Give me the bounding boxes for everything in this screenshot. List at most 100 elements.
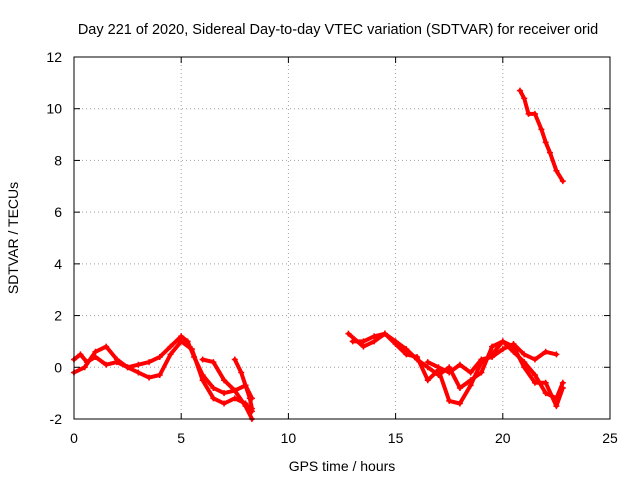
data-point [135, 361, 142, 368]
data-point [542, 390, 549, 397]
data-point [489, 343, 496, 350]
data-point [210, 395, 217, 402]
data-point [553, 167, 560, 174]
data-point [124, 364, 131, 371]
data-point [446, 364, 453, 371]
data-point [559, 379, 566, 386]
data-point [538, 126, 545, 133]
data-point [456, 400, 463, 407]
x-tick-label: 25 [602, 430, 618, 446]
data-point [381, 330, 388, 337]
data-point [360, 343, 367, 350]
data-point [553, 351, 560, 358]
x-tick-label: 0 [70, 430, 78, 446]
series-arc-2c [424, 341, 560, 376]
data-point [478, 369, 485, 376]
data-point [113, 356, 120, 363]
data-point [178, 333, 185, 340]
y-tick-label: 4 [54, 256, 62, 272]
data-point [81, 364, 88, 371]
data-point [92, 348, 99, 355]
data-point [221, 400, 228, 407]
y-tick-label: 0 [54, 359, 62, 375]
y-tick-label: 8 [54, 152, 62, 168]
y-tick-label: 12 [46, 49, 62, 65]
data-point [499, 338, 506, 345]
y-tick-label: 2 [54, 308, 62, 324]
data-point [424, 377, 431, 384]
data-point [531, 356, 538, 363]
plot-frame [73, 56, 611, 420]
data-point [456, 361, 463, 368]
data-point [345, 330, 352, 337]
data-point [221, 390, 228, 397]
data-point [242, 382, 249, 389]
data-point [246, 395, 253, 402]
data-point [499, 346, 506, 353]
series-arc-1b [71, 338, 255, 415]
y-tick-label: 10 [46, 101, 62, 117]
data-point [221, 377, 228, 384]
data-point [403, 346, 410, 353]
series-arc-3 [516, 87, 566, 185]
x-tick-label: 10 [281, 430, 297, 446]
data-point [525, 110, 532, 117]
data-point [559, 178, 566, 185]
data-point [559, 384, 566, 391]
data-point [392, 341, 399, 348]
data-point [478, 356, 485, 363]
data-point [167, 351, 174, 358]
series-arc-1a [71, 333, 255, 422]
y-axis-label: SDTVAR / TECUs [5, 182, 21, 294]
data-point [210, 359, 217, 366]
data-point [553, 403, 560, 410]
data-point [360, 338, 367, 345]
data-point [446, 397, 453, 404]
axis-ticks [73, 56, 611, 420]
x-tick-label: 15 [388, 430, 404, 446]
data-point [414, 353, 421, 360]
data-point [242, 400, 249, 407]
x-tick-label: 20 [495, 430, 511, 446]
data-point [531, 110, 538, 117]
data-point [542, 379, 549, 386]
data-point [424, 364, 431, 371]
data-point [231, 356, 238, 363]
y-tick-label: 6 [54, 204, 62, 220]
grid-lines [74, 57, 610, 419]
data-point [546, 149, 553, 156]
data-point [435, 364, 442, 371]
series-arc-1d [231, 356, 255, 412]
data-point [188, 346, 195, 353]
data-point [489, 353, 496, 360]
data-point [184, 338, 191, 345]
data-point [156, 353, 163, 360]
data-point [542, 348, 549, 355]
data-point [238, 369, 245, 376]
data-point [103, 343, 110, 350]
data-point [231, 395, 238, 402]
data-point [156, 372, 163, 379]
series-arc-2b [349, 330, 566, 410]
data-point [135, 369, 142, 376]
x-axis-label: GPS time / hours [289, 458, 396, 474]
data-point [146, 359, 153, 366]
data-point [467, 369, 474, 376]
data-point [446, 369, 453, 376]
data-point [403, 351, 410, 358]
data-points [71, 87, 566, 422]
data-point [531, 379, 538, 386]
data-point [146, 374, 153, 381]
chart-title: Day 221 of 2020, Sidereal Day-to-day VTE… [78, 22, 598, 38]
data-point [521, 95, 528, 102]
data-point [456, 384, 463, 391]
data-point [516, 87, 523, 94]
x-tick-labels: 0 5 10 15 20 25 [70, 430, 618, 446]
data-point [77, 351, 84, 358]
data-point [103, 361, 110, 368]
data-point [371, 338, 378, 345]
data-point [531, 372, 538, 379]
data-point [167, 343, 174, 350]
data-point [371, 333, 378, 340]
